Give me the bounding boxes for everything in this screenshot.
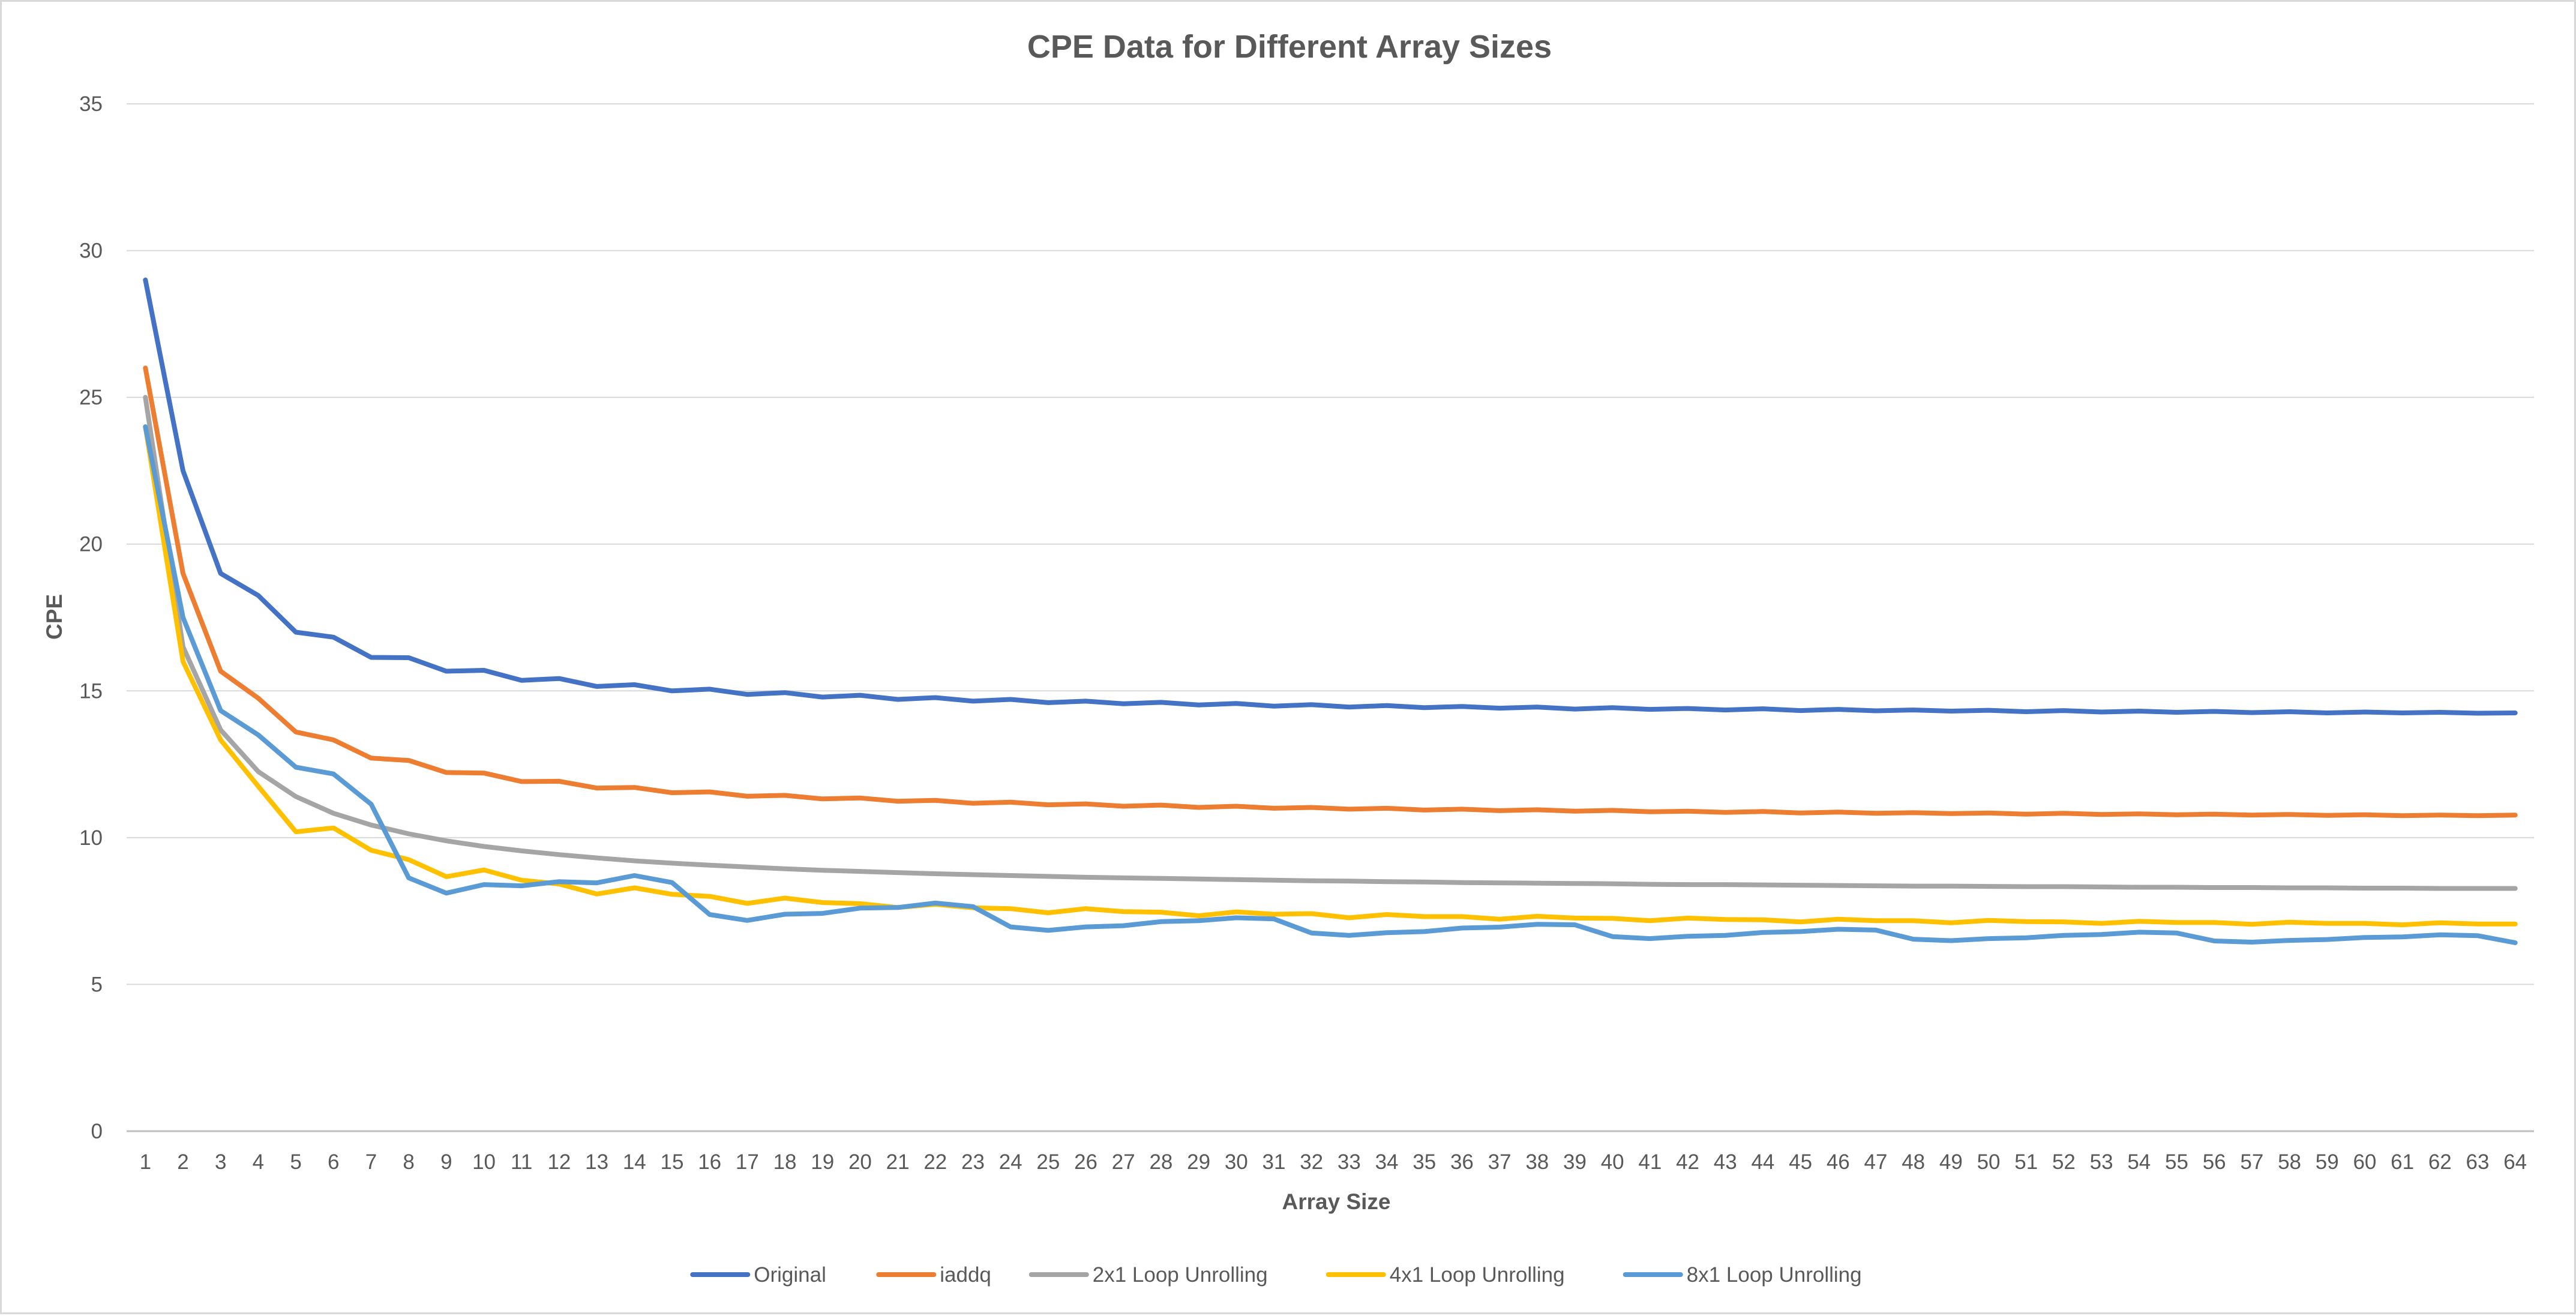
- legend-label: 4x1 Loop Unrolling: [1390, 1263, 1565, 1287]
- x-tick-label: 8: [403, 1150, 414, 1174]
- legend-label: 8x1 Loop Unrolling: [1687, 1263, 1862, 1287]
- x-tick-label: 44: [1751, 1150, 1774, 1174]
- y-tick-label: 30: [79, 239, 103, 263]
- x-tick-label: 14: [623, 1150, 646, 1174]
- x-tick-label: 28: [1149, 1150, 1172, 1174]
- x-tick-label: 18: [773, 1150, 797, 1174]
- y-tick-label: 0: [91, 1120, 103, 1143]
- series-line-2: [143, 365, 2518, 819]
- x-tick-label: 35: [1413, 1150, 1436, 1174]
- x-tick-label: 32: [1300, 1150, 1323, 1174]
- x-tick-label: 40: [1601, 1150, 1624, 1174]
- x-tick-label: 58: [2278, 1150, 2301, 1174]
- legend-item: 8x1 Loop Unrolling: [1623, 1263, 1862, 1287]
- gridlines: [127, 103, 2534, 1132]
- x-tick-label: 15: [661, 1150, 684, 1174]
- x-tick-label: 36: [1450, 1150, 1474, 1174]
- x-tick-label: 38: [1525, 1150, 1549, 1174]
- x-tick-label: 17: [736, 1150, 759, 1174]
- x-tick-label: 26: [1074, 1150, 1097, 1174]
- x-tick-label: 52: [2052, 1150, 2076, 1174]
- y-axis-title: CPE: [42, 594, 67, 640]
- x-tick-label: 39: [1563, 1150, 1587, 1174]
- x-tick-label: 42: [1676, 1150, 1699, 1174]
- x-tick-label: 46: [1827, 1150, 1850, 1174]
- series-line-1: [143, 277, 2518, 716]
- x-tick-label: 48: [1902, 1150, 1925, 1174]
- x-tick-label: 1: [140, 1150, 151, 1174]
- x-tick-label: 27: [1112, 1150, 1135, 1174]
- x-tick-label: 54: [2127, 1150, 2151, 1174]
- series-line-3: [143, 395, 2518, 891]
- x-tick-label: 57: [2240, 1150, 2263, 1174]
- x-tick-label: 56: [2203, 1150, 2226, 1174]
- x-tick-label: 53: [2090, 1150, 2113, 1174]
- x-tick-label: 41: [1638, 1150, 1662, 1174]
- x-tick-label: 7: [365, 1150, 377, 1174]
- legend-label: iaddq: [940, 1263, 991, 1287]
- legend-item: 4x1 Loop Unrolling: [1326, 1263, 1565, 1287]
- y-tick-label: 10: [79, 826, 103, 850]
- y-tick-label: 5: [91, 973, 103, 996]
- y-axis-ticks: 0 5 10 15 20 25 30 35: [79, 92, 103, 1143]
- x-tick-label: 22: [923, 1150, 947, 1174]
- x-tick-label: 20: [848, 1150, 872, 1174]
- x-tick-label: 6: [328, 1150, 339, 1174]
- x-tick-label: 10: [472, 1150, 496, 1174]
- x-tick-label: 49: [1939, 1150, 1963, 1174]
- x-tick-label: 30: [1225, 1150, 1248, 1174]
- x-tick-label: 62: [2428, 1150, 2452, 1174]
- x-axis-title: Array Size: [1282, 1189, 1391, 1214]
- x-tick-label: 45: [1789, 1150, 1812, 1174]
- x-tick-label: 37: [1488, 1150, 1512, 1174]
- x-tick-label: 19: [811, 1150, 834, 1174]
- x-tick-label: 5: [290, 1150, 301, 1174]
- x-tick-label: 64: [2503, 1150, 2527, 1174]
- x-tick-label: 16: [698, 1150, 721, 1174]
- x-tick-label: 55: [2165, 1150, 2188, 1174]
- x-tick-label: 47: [1864, 1150, 1888, 1174]
- legend-label: 2x1 Loop Unrolling: [1093, 1263, 1268, 1287]
- x-tick-label: 43: [1714, 1150, 1737, 1174]
- y-tick-label: 25: [79, 386, 103, 409]
- y-tick-label: 15: [79, 679, 103, 703]
- x-tick-label: 12: [547, 1150, 571, 1174]
- x-tick-label: 13: [585, 1150, 608, 1174]
- x-tick-label: 11: [511, 1150, 532, 1174]
- x-tick-label: 51: [2014, 1150, 2038, 1174]
- x-tick-label: 33: [1338, 1150, 1361, 1174]
- x-tick-label: 3: [215, 1150, 226, 1174]
- x-axis-ticks: 1 2 3 4 5 6 7 8 9 10 11 12 13 14 15 16 17 18 19 20 21 22 23 24 2…: [140, 1150, 2527, 1174]
- legend-item: iaddq: [876, 1263, 991, 1287]
- legend-item: Original: [690, 1263, 826, 1287]
- x-tick-label: 2: [177, 1150, 188, 1174]
- x-tick-label: 25: [1036, 1150, 1060, 1174]
- series-lines: [143, 277, 2518, 945]
- x-tick-label: 23: [961, 1150, 985, 1174]
- series-line-5: [143, 424, 2518, 945]
- x-tick-label: 34: [1375, 1150, 1399, 1174]
- x-tick-label: 60: [2353, 1150, 2376, 1174]
- legend-label: Original: [754, 1263, 826, 1287]
- legend-item: 2x1 Loop Unrolling: [1028, 1263, 1268, 1287]
- legend: Original iaddq 2x1 Loop Unrolling 4x1 Loop …: [690, 1263, 1862, 1287]
- y-tick-label: 20: [79, 533, 103, 556]
- x-tick-label: 24: [999, 1150, 1022, 1174]
- y-tick-label: 35: [79, 92, 103, 116]
- x-tick-label: 59: [2316, 1150, 2339, 1174]
- x-tick-label: 29: [1187, 1150, 1210, 1174]
- x-tick-label: 21: [886, 1150, 910, 1174]
- chart-title: CPE Data for Different Array Sizes: [1027, 29, 1552, 65]
- x-tick-label: 50: [1977, 1150, 2001, 1174]
- x-tick-label: 9: [440, 1150, 452, 1174]
- x-tick-label: 61: [2391, 1150, 2414, 1174]
- x-tick-label: 63: [2466, 1150, 2490, 1174]
- x-tick-label: 31: [1262, 1150, 1286, 1174]
- x-tick-label: 4: [253, 1150, 264, 1174]
